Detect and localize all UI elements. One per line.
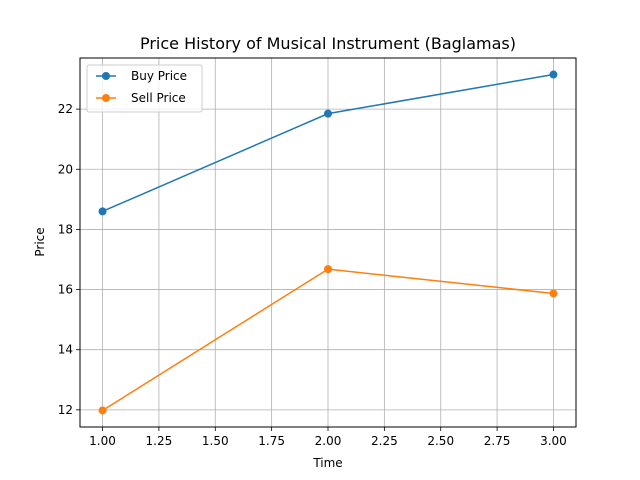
x-tick-label: 2.00 <box>315 434 342 448</box>
x-tick-label: 1.00 <box>89 434 116 448</box>
tick-layer: 1.00 1.25 1.50 1.75 2.00 2.25 2.50 2.75 3.00 12 14… <box>58 102 567 448</box>
data-point-sell-price <box>324 265 332 274</box>
y-tick-label: 22 <box>58 102 73 116</box>
data-point-buy-price <box>324 109 332 118</box>
y-tick-label: 12 <box>58 403 73 417</box>
y-tick-label: 20 <box>58 162 73 176</box>
data-point-buy-price <box>98 207 107 216</box>
y-tick-label: 16 <box>58 283 73 297</box>
legend: Buy Price Sell Price <box>86 64 203 113</box>
legend-label-sell-price: Sell Price <box>131 91 186 105</box>
x-tick-label: 3.00 <box>540 434 567 448</box>
x-tick-label: 1.75 <box>258 434 285 448</box>
x-tick-label: 2.25 <box>371 434 398 448</box>
grid-layer <box>80 58 576 427</box>
legend-label-buy-price: Buy Price <box>131 69 187 83</box>
x-tick-label: 1.25 <box>146 434 173 448</box>
legend-marker-sell-price <box>102 94 110 102</box>
y-tick-label: 18 <box>58 222 73 236</box>
data-point-sell-price <box>98 406 107 415</box>
x-axis-label: Time <box>312 456 342 470</box>
data-point-sell-price <box>549 289 558 298</box>
y-tick-label: 14 <box>58 343 73 357</box>
x-tick-label: 2.50 <box>427 434 454 448</box>
legend-marker-buy-price <box>102 72 110 80</box>
x-tick-label: 2.75 <box>484 434 511 448</box>
series-layer <box>98 70 558 415</box>
y-axis-label: Price <box>33 227 47 256</box>
data-point-buy-price <box>549 70 558 79</box>
x-tick-label: 1.50 <box>202 434 229 448</box>
chart-title: Price History of Musical Instrument (Bag… <box>140 34 516 53</box>
